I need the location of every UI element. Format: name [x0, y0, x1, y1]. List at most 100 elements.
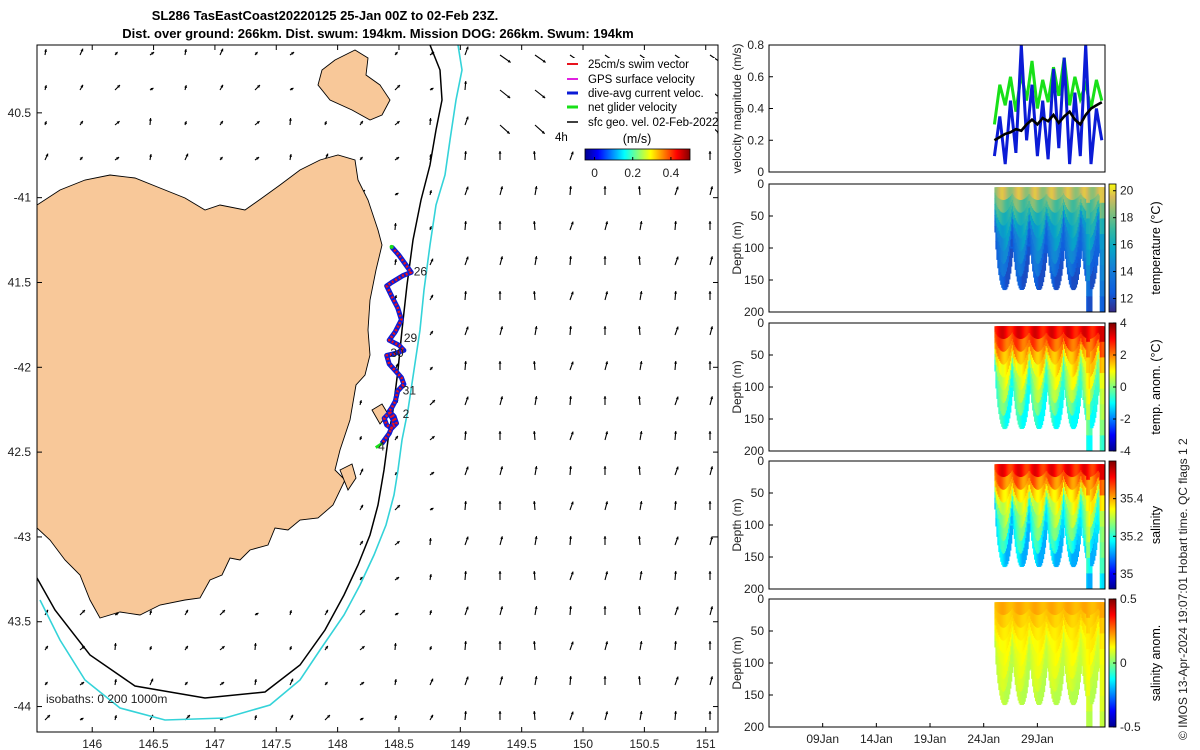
sfc-arrow-head: [532, 361, 536, 364]
sfc-arrow-head: [507, 95, 511, 99]
sfc-arrow-head: [396, 157, 400, 160]
profile-cell: [1025, 261, 1029, 273]
velocity-ylabel: velocity magnitude (m/s): [730, 43, 744, 173]
profile-cell: [1061, 390, 1065, 400]
sfc-arrow-head: [185, 645, 188, 649]
profile-cell: [1079, 517, 1083, 526]
depth-ylabel: Depth (m): [730, 360, 744, 413]
day-label: 2: [403, 407, 410, 421]
sfc-arrow-head: [115, 612, 119, 616]
profile-cell: [1010, 377, 1015, 386]
profile-cell: [1095, 524, 1100, 534]
sfc-arrow-head: [570, 501, 574, 505]
sfc-arrow-head: [82, 610, 85, 613]
sfc-arrow-head: [603, 326, 607, 329]
sfc-arrow-head: [603, 396, 607, 399]
sfc-arrow-head: [360, 468, 364, 472]
sfc-arrow-head: [637, 536, 641, 539]
sfc-arrow-head: [674, 571, 678, 574]
profile-cell: [1101, 388, 1106, 405]
chart-title-line1: SL286 TasEastCoast20220125 25-Jan 00Z to…: [152, 8, 499, 23]
sfc-arrow-head: [465, 46, 469, 50]
profile-cell: [1101, 526, 1106, 543]
map-legend: 25cm/s swim vector GPS surface velocity …: [555, 58, 718, 180]
sfc-arrow-head: [429, 366, 433, 370]
sfc-arrow-head: [149, 154, 153, 157]
sfc-arrow-head: [605, 361, 609, 365]
sfc-arrow-head: [710, 676, 714, 680]
profile-cell: [1101, 187, 1106, 204]
profile-cell: [1042, 259, 1047, 271]
sfc-arrow-head: [674, 361, 678, 364]
profile-cell: [1095, 386, 1100, 396]
profile-cell: [1101, 695, 1106, 712]
sfc-arrow-head: [500, 396, 504, 400]
sfc-arrow-head: [291, 52, 295, 55]
sfc-arrow-head: [394, 679, 398, 682]
sfc-arrow-head: [184, 85, 188, 89]
profile-cell: [1008, 533, 1013, 544]
map-xtick-label: 146.5: [139, 737, 169, 750]
profile-cell: [1008, 671, 1013, 682]
sfc-arrow-head: [639, 291, 643, 294]
sfc-arrow-head: [327, 715, 330, 718]
sfc-arrow-head: [395, 612, 399, 616]
sfc-arrow-head: [464, 221, 468, 224]
panel-frame: [768, 322, 1106, 452]
sfc-arrow-head: [430, 87, 434, 91]
map-cbar-tick-label: 0.4: [663, 166, 680, 180]
profile-cell: [1076, 540, 1080, 552]
colorbar-label: salinity anom.: [1149, 625, 1163, 701]
sfc-geo-velocity-arrows: [44, 46, 718, 721]
sfc-arrow-head: [256, 157, 260, 160]
sfc-arrow-head: [605, 501, 609, 505]
profile-cell: [1062, 381, 1066, 390]
sfc-arrow-head: [220, 48, 224, 52]
profile-cell: [1101, 602, 1106, 619]
sfc-arrow-head: [221, 646, 225, 649]
profile-cell: [1101, 202, 1106, 219]
sfc-arrow-head: [541, 130, 545, 134]
depth-ytick-label: 100: [744, 656, 764, 670]
sfc-arrow-head: [395, 363, 399, 367]
sfc-arrow-head: [570, 291, 574, 295]
panel-colorbar: [1108, 183, 1117, 313]
profile-cell: [1009, 387, 1014, 397]
profile-cell: [1061, 666, 1065, 676]
profile-cell: [1101, 280, 1106, 297]
sfc-arrow-head: [219, 156, 223, 160]
legend-label-net: net glider velocity: [588, 102, 677, 114]
sfc-arrow-head: [498, 641, 502, 644]
sfc-arrow-head: [569, 536, 573, 539]
sfc-arrow-head: [500, 326, 504, 330]
sfc-arrow-head: [542, 59, 546, 63]
legend-entry-gps: GPS surface velocity: [567, 74, 695, 86]
sfc-arrow-head: [184, 49, 188, 52]
profile-cell: [1008, 395, 1013, 406]
profile-cell: [1079, 371, 1083, 380]
day-label: 4: [378, 439, 385, 453]
sfc-arrow-head: [710, 606, 714, 610]
profile-cell: [1025, 676, 1029, 688]
sfc-arrow-head: [675, 676, 679, 680]
map-ytick-label: -41: [14, 191, 32, 205]
day-label: 30: [390, 346, 404, 360]
sfc-arrow-head: [534, 396, 538, 399]
sfc-arrow-head: [710, 256, 714, 260]
sfc-arrow-head: [500, 466, 504, 470]
sfc-arrow-head: [44, 49, 48, 52]
depth-ytick-label: 100: [744, 380, 764, 394]
depth-ytick-label: 0: [757, 592, 764, 606]
profile-cell: [1024, 543, 1028, 556]
track-start-marker: [389, 244, 394, 249]
sfc-arrow-head: [221, 682, 225, 685]
profile-cell: [1060, 535, 1064, 547]
profile-cell: [1089, 711, 1093, 728]
profile-cell: [1101, 542, 1106, 559]
sfc-arrow-head: [324, 121, 327, 125]
panel-frame: [768, 183, 1106, 313]
profile-cell: [1025, 400, 1029, 412]
profile-cell: [1062, 511, 1066, 520]
isobath-1000m: [39, 45, 463, 721]
